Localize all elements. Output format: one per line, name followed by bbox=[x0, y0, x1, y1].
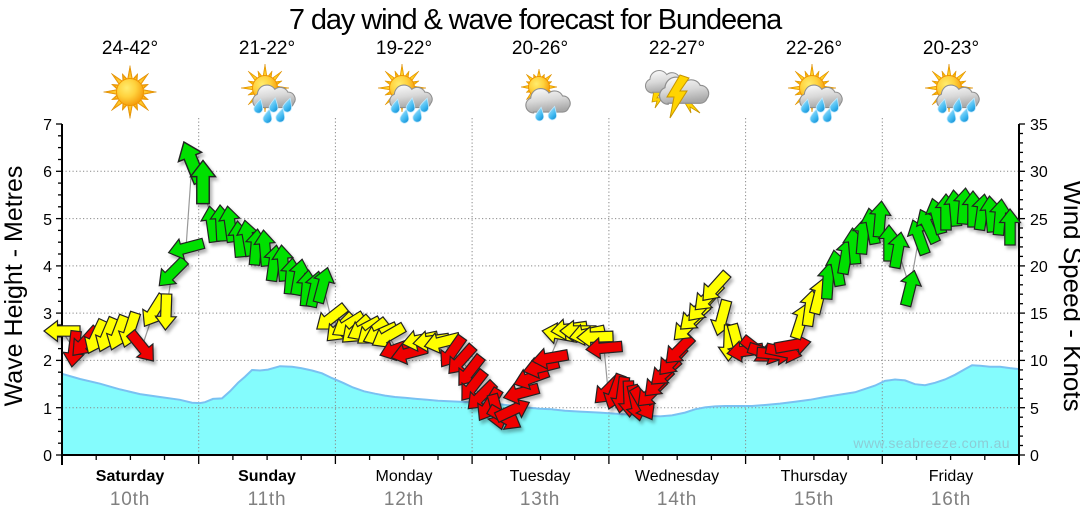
svg-text:7: 7 bbox=[43, 117, 52, 134]
svg-text:10: 10 bbox=[1030, 353, 1048, 370]
svg-text:Wednesday: Wednesday bbox=[635, 468, 719, 485]
svg-text:15th: 15th bbox=[794, 489, 834, 510]
svg-text:16th: 16th bbox=[931, 489, 971, 510]
svg-text:25: 25 bbox=[1030, 212, 1048, 229]
svg-text:5: 5 bbox=[1030, 401, 1039, 418]
svg-text:21-22°: 21-22° bbox=[239, 38, 295, 59]
svg-text:Monday: Monday bbox=[376, 468, 433, 485]
svg-text:11th: 11th bbox=[248, 489, 287, 510]
svg-text:22-26°: 22-26° bbox=[786, 38, 842, 59]
svg-text:15: 15 bbox=[1030, 306, 1048, 323]
svg-text:14th: 14th bbox=[657, 489, 697, 510]
svg-text:Friday: Friday bbox=[929, 468, 973, 485]
svg-text:19-22°: 19-22° bbox=[376, 38, 432, 59]
svg-text:Tuesday: Tuesday bbox=[510, 468, 571, 485]
svg-text:30: 30 bbox=[1030, 164, 1048, 181]
svg-text:20-26°: 20-26° bbox=[512, 38, 568, 59]
svg-text:6: 6 bbox=[43, 164, 52, 181]
svg-text:7 day wind & wave forecast for: 7 day wind & wave forecast for Bundeena bbox=[289, 4, 783, 36]
svg-text:1: 1 bbox=[43, 401, 52, 418]
svg-text:5: 5 bbox=[43, 212, 52, 229]
svg-text:Wind Speed - Knots: Wind Speed - Knots bbox=[1058, 180, 1080, 411]
svg-text:3: 3 bbox=[43, 306, 52, 323]
svg-text:Sunday: Sunday bbox=[238, 468, 296, 485]
svg-text:Wave Height - Metres: Wave Height - Metres bbox=[0, 166, 28, 407]
svg-text:4: 4 bbox=[43, 259, 52, 276]
svg-text:0: 0 bbox=[43, 448, 52, 465]
svg-text:Thursday: Thursday bbox=[781, 468, 848, 485]
svg-text:13th: 13th bbox=[520, 489, 560, 510]
svg-text:Saturday: Saturday bbox=[96, 468, 165, 485]
svg-text:22-27°: 22-27° bbox=[649, 38, 705, 59]
svg-text:20: 20 bbox=[1030, 259, 1048, 276]
svg-text:12th: 12th bbox=[384, 489, 424, 510]
svg-text:10th: 10th bbox=[110, 489, 150, 510]
svg-text:www.seabreeze.com.au: www.seabreeze.com.au bbox=[852, 435, 1010, 451]
svg-text:2: 2 bbox=[43, 353, 52, 370]
svg-text:24-42°: 24-42° bbox=[102, 38, 158, 59]
svg-text:35: 35 bbox=[1030, 117, 1048, 134]
svg-text:20-23°: 20-23° bbox=[923, 38, 979, 59]
svg-text:0: 0 bbox=[1030, 448, 1039, 465]
